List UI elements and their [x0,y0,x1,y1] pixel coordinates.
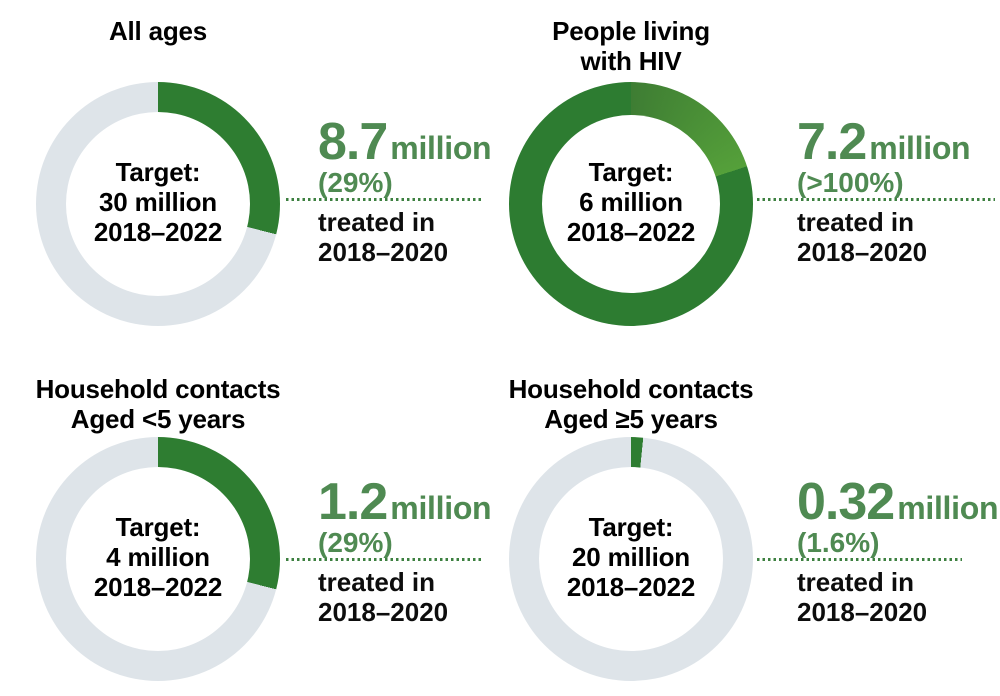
target-line-3: 2018–2022 [93,217,223,247]
treated-caption: treated in 2018–2020 [797,207,927,267]
target-line-3: 2018–2022 [93,572,223,602]
treated-value: 1.2 million [318,473,492,531]
caption-line: 2018–2020 [318,237,449,267]
treated-caption: treated in 2018–2020 [318,567,448,627]
target-line-1: Target: [588,157,674,187]
target-line-2: 30 million [99,187,217,217]
percent-of-target: (29%) [318,167,393,198]
target-label: Target: 30 million 2018–2022 [48,157,268,247]
caption-line: 2018–2020 [797,597,928,627]
chart-title-line: All ages [108,16,208,46]
target-line-1: Target: [588,512,674,542]
value-unit: million [897,490,999,526]
target-line-3: 2018–2022 [566,217,696,247]
value-number: 7.2 [797,113,867,171]
donut-chart-people-living-with-hiv: People living with HIV Target: 6 million… [500,0,1000,348]
value-unit: million [869,130,971,166]
value-number: 8.7 [318,113,388,171]
percent-of-target: (>100%) [797,167,904,198]
donut-chart-household-contacts-5-and-over: Household contacts Aged ≥5 years Target:… [500,348,1000,696]
target-label: Target: 6 million 2018–2022 [521,157,741,247]
target-line-3: 2018–2022 [566,572,696,602]
treated-value: 7.2 million [797,113,971,171]
donut-hole [66,112,250,296]
chart-title: People living with HIV [456,16,806,76]
caption-line: treated in [797,207,915,237]
chart-title-line: Household contacts [508,374,754,404]
chart-title-line: Aged ≥5 years [544,404,718,434]
donut-hole [539,467,723,651]
caption-line: treated in [318,567,436,597]
target-line-1: Target: [115,512,201,542]
caption-line: treated in [797,567,915,597]
chart-title: Household contacts Aged ≥5 years [456,374,806,434]
target-label: Target: 4 million 2018–2022 [48,512,268,602]
dotted-leader-line [757,198,995,201]
donut-hole [542,115,720,293]
donut-ring [36,437,280,681]
percent-of-target: (29%) [318,527,393,558]
target-line-2: 20 million [572,542,690,572]
caption-line: 2018–2020 [797,237,928,267]
donut-chart-all-ages: All ages Target: 30 million 2018–2022 8.… [0,0,500,348]
donut-hole [66,467,250,651]
value-number: 0.32 [797,473,895,531]
donut-ring [509,82,753,326]
value-number: 1.2 [318,473,388,531]
chart-title-line: Aged <5 years [70,404,246,434]
dotted-leader-line [286,198,483,201]
chart-title-line: People living [552,16,710,46]
chart-title: All ages [0,16,333,46]
chart-title-line: with HIV [580,46,682,76]
treated-caption: treated in 2018–2020 [318,207,448,267]
donut-ring [36,82,280,326]
donut-chart-household-contacts-under-5: Household contacts Aged <5 years Target:… [0,348,500,696]
target-label: Target: 20 million 2018–2022 [521,512,741,602]
value-unit: million [390,490,492,526]
caption-line: treated in [318,207,436,237]
percent-of-target: (1.6%) [797,527,880,558]
target-line-1: Target: [115,157,201,187]
dotted-leader-line [757,558,962,561]
chart-title-line: Household contacts [35,374,281,404]
treated-value: 0.32 million [797,473,999,531]
dotted-leader-line [286,558,484,561]
treated-value: 8.7 million [318,113,492,171]
target-line-2: 6 million [579,187,683,217]
donut-ring [509,437,753,681]
target-line-2: 4 million [106,542,210,572]
value-unit: million [390,130,492,166]
treated-caption: treated in 2018–2020 [797,567,927,627]
caption-line: 2018–2020 [318,597,449,627]
chart-title: Household contacts Aged <5 years [0,374,333,434]
